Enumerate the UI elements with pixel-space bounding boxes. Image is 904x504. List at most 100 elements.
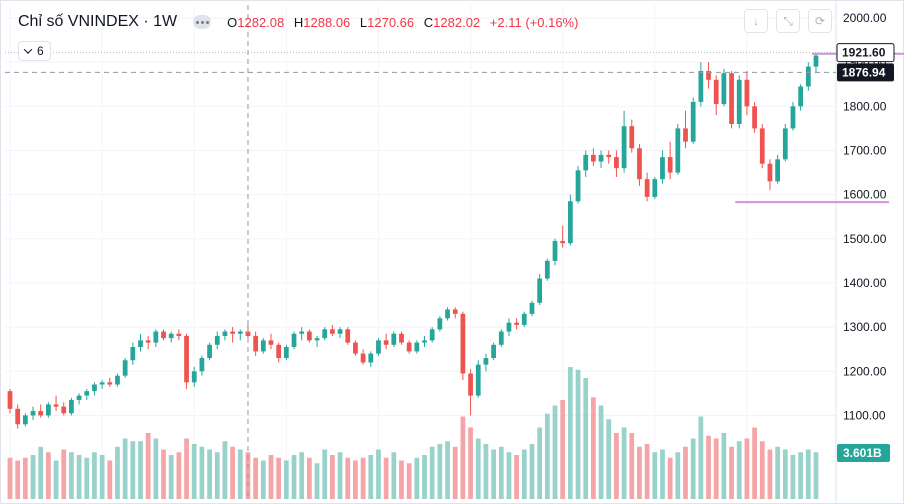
volume-bar	[414, 457, 420, 499]
volume-bar	[560, 400, 566, 499]
volume-bar	[38, 446, 44, 499]
volume-bar	[330, 455, 335, 499]
candle-body	[345, 329, 351, 343]
y-tick-label: 1800.00	[843, 99, 887, 113]
volume-bar	[552, 405, 558, 499]
candle-body	[652, 179, 658, 197]
candle-body	[429, 329, 435, 341]
candle-body	[237, 331, 243, 334]
candle-body	[161, 331, 166, 339]
candle-body	[529, 302, 535, 314]
volume-bar	[84, 457, 90, 499]
last-price-label: 1876.94	[842, 65, 886, 79]
candle-body	[145, 340, 151, 343]
candle-body	[260, 340, 266, 352]
chart-header: Chỉ số VNINDEX · 1W O1282.08 H1288.06 L1…	[0, 8, 584, 36]
volume-bar	[184, 438, 189, 499]
volume-bar	[521, 449, 527, 499]
candle-body	[391, 333, 397, 345]
candle-body	[683, 128, 688, 142]
candle-body	[22, 415, 28, 425]
candle-body	[445, 309, 450, 319]
y-tick-label: 1500.00	[843, 232, 887, 246]
volume-bar	[744, 438, 750, 499]
candle-body	[767, 163, 773, 182]
candle-body	[498, 331, 504, 345]
candle-body	[84, 391, 90, 396]
candle-body	[729, 73, 734, 124]
volume-bar	[161, 449, 166, 499]
volume-bar	[368, 455, 374, 499]
candle-body	[690, 101, 696, 142]
candle-body	[506, 322, 512, 332]
volume-bar	[775, 446, 780, 499]
candle-body	[721, 73, 727, 105]
fullscreen-icon[interactable]: ⤡	[776, 9, 800, 33]
volume-label: 3.601B	[843, 446, 882, 460]
candle-body	[276, 344, 282, 359]
volume-bar	[782, 449, 788, 499]
volume-bar	[767, 449, 773, 499]
indicators-toggle-button[interactable]: 6	[18, 41, 51, 61]
candle-body	[759, 128, 765, 164]
candle-body	[706, 70, 711, 80]
candle-body	[514, 322, 520, 325]
last-price-tag	[837, 63, 894, 82]
candle-body	[38, 411, 44, 416]
candle-body	[667, 157, 673, 173]
volume-bar	[491, 449, 496, 499]
candle-body	[782, 128, 788, 160]
volume-bar	[276, 457, 282, 499]
volume-bar	[22, 457, 28, 499]
candle-body	[698, 70, 704, 102]
candle-body	[330, 329, 335, 334]
candle-body	[337, 329, 343, 334]
close-label: C	[423, 14, 434, 30]
volume-bar	[15, 460, 21, 499]
volume-bar	[514, 455, 520, 499]
volume-bar	[376, 449, 381, 499]
candle-body	[483, 358, 489, 365]
volume-bar	[813, 452, 819, 499]
volume-bar	[529, 444, 535, 499]
candle-body	[521, 313, 527, 325]
volume-bar	[176, 452, 182, 499]
y-tick-label: 1600.00	[843, 188, 887, 202]
volume-bar	[138, 441, 143, 499]
resistance-price-tag	[836, 43, 895, 63]
volume-bar	[283, 460, 289, 499]
candle-body	[644, 179, 650, 197]
volume-bar	[145, 433, 151, 499]
candle-body	[99, 382, 105, 385]
y-tick-label: 1300.00	[843, 320, 887, 334]
candle-body	[130, 346, 136, 361]
download-icon[interactable]: ↓	[744, 9, 768, 33]
candle-body	[107, 382, 113, 385]
volume-tag	[837, 444, 890, 462]
volume-bar	[69, 452, 74, 499]
candle-body	[61, 406, 67, 414]
volume-bar	[567, 367, 573, 499]
change-value: +2.11 (+0.16%)	[489, 14, 579, 30]
refresh-icon[interactable]: ⟳	[808, 9, 832, 33]
y-tick-label: 1400.00	[843, 276, 887, 290]
volume-bar	[107, 460, 113, 499]
candle-body	[606, 154, 612, 158]
more-options-icon[interactable]	[193, 15, 212, 29]
candle-body	[268, 340, 274, 345]
low-label: L	[359, 14, 368, 30]
indicator-count: 6	[37, 44, 44, 58]
candle-body	[138, 340, 143, 347]
volume-bar	[168, 455, 174, 499]
volume-bar	[468, 427, 473, 499]
volume-bar	[291, 455, 297, 499]
candle-body	[598, 154, 604, 162]
chevron-down-icon	[23, 45, 33, 54]
candle-body	[7, 391, 13, 409]
volume-bar	[736, 441, 742, 499]
volume-bar	[445, 441, 450, 499]
volume-bar	[122, 438, 128, 499]
